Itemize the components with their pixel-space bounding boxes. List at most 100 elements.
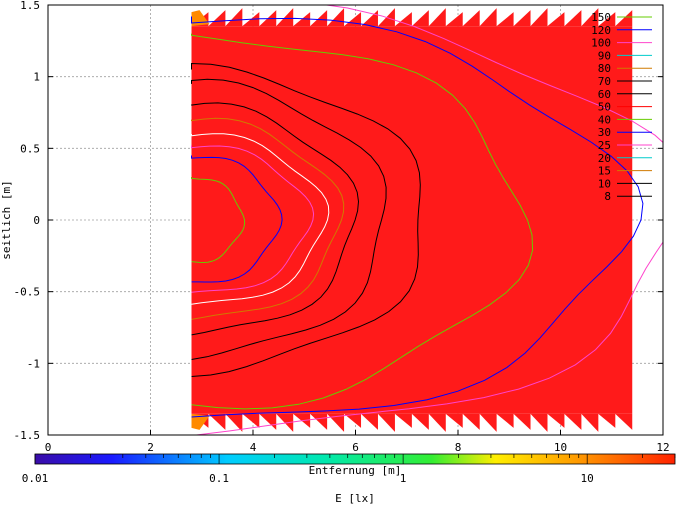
y-tick-label: -1	[27, 357, 40, 370]
field-edge-top	[310, 10, 328, 27]
field-edge-bottom	[581, 413, 599, 432]
y-tick-label: 1	[33, 71, 40, 84]
legend-label: 50	[598, 101, 611, 114]
data-field	[191, 8, 633, 432]
x-tick-label: 2	[147, 441, 154, 454]
contour-line-50	[191, 62, 421, 377]
x-tick-label: 6	[352, 441, 359, 454]
field-edge-bottom	[225, 413, 243, 432]
field-edge-top	[208, 10, 226, 27]
x-tick-label: 4	[250, 441, 257, 454]
field-edge-top	[445, 12, 463, 27]
field-edge-bottom	[547, 413, 565, 428]
field-edge-top	[411, 10, 429, 27]
x-tick-label: 8	[455, 441, 462, 454]
y-tick-label: -0.5	[14, 286, 41, 299]
x-axis-label: Entfernung [m]	[309, 464, 402, 477]
field-edge-bottom	[564, 413, 582, 430]
field-edge-top	[462, 10, 480, 27]
contour-line-100	[191, 145, 315, 293]
field-edge-top	[428, 8, 446, 27]
y-tick-label: 1.5	[20, 0, 40, 12]
field-edge-bottom	[428, 413, 446, 432]
field-edge-top	[327, 8, 345, 27]
field-edge-bottom	[344, 413, 362, 428]
field-edge-bottom	[496, 413, 514, 428]
colorbar-label: E [lx]	[335, 492, 375, 505]
y-axis-label: seitlich [m]	[0, 180, 13, 259]
field-edge-bottom	[394, 413, 412, 428]
contour-line-70	[191, 102, 360, 336]
contour-line-25	[191, 5, 663, 435]
field-edge-top	[394, 12, 412, 27]
legend-label: 60	[598, 88, 611, 101]
field-edge-bottom	[530, 413, 548, 432]
colorbar-tick-label: 10	[581, 472, 594, 485]
legend-label: 30	[598, 126, 611, 139]
field-edge-top	[513, 10, 531, 27]
field-edge-bottom	[361, 413, 378, 430]
y-tick-label: 0.5	[20, 142, 40, 155]
field-edge-top	[581, 8, 599, 27]
legend-label: 100	[591, 37, 611, 50]
x-axis-ticks: 0 2 4 6 8 10 12	[45, 430, 670, 454]
contour-line-120	[191, 155, 283, 283]
legend-label: 40	[598, 113, 611, 126]
colorbar-tick-label: 0.1	[209, 472, 229, 485]
contour-lines	[191, 5, 663, 435]
field-edge-top	[598, 12, 616, 27]
legend-label: 90	[598, 49, 611, 62]
field-edge-bottom	[242, 413, 260, 428]
field-edge-bottom	[462, 413, 480, 430]
contour-line-150	[191, 177, 246, 264]
contour-line-40	[191, 33, 534, 410]
field-edge-bottom	[377, 413, 395, 432]
contour-line-30	[191, 16, 644, 418]
y-axis-ticks: 1.5 1 0.5 0 -0.5 -1 -1.5	[14, 0, 663, 442]
field-edge-top	[564, 10, 582, 27]
contour-line-80	[191, 117, 345, 320]
legend-label: 20	[598, 152, 611, 165]
field-edge-top	[615, 10, 633, 27]
field-edge-bottom	[208, 413, 226, 430]
contour-line-90	[191, 133, 330, 305]
field-edge-top	[530, 8, 548, 27]
field-edge-bottom	[259, 413, 277, 430]
field-edge-top	[276, 8, 294, 27]
field-edge-top	[547, 12, 565, 27]
legend-label: 150	[591, 11, 611, 24]
colorbar-ticks: 0.01 0.1 1 10	[22, 454, 676, 485]
legend-label: 70	[598, 75, 611, 88]
contour-line-60	[191, 78, 387, 360]
x-tick-label: 10	[554, 441, 567, 454]
field-edge-bottom	[411, 413, 429, 430]
field-edge-bottom	[615, 413, 633, 430]
field-edge-bottom	[310, 413, 328, 430]
legend-label: 10	[598, 177, 611, 190]
y-tick-label: 0	[33, 214, 40, 227]
legend-label: 120	[591, 24, 611, 37]
field-edge-bottom	[445, 413, 463, 428]
legend-label: 15	[598, 165, 611, 178]
field-edge-bottom	[513, 413, 531, 430]
field-edge-top	[225, 8, 243, 27]
field-body	[191, 26, 633, 414]
legend-label: 8	[604, 190, 611, 203]
field-edge-bottom	[598, 413, 616, 428]
colorbar-tick-label: 1	[400, 472, 407, 485]
field-edge-top	[293, 12, 311, 27]
legend-label: 80	[598, 62, 611, 75]
field-edge-top	[259, 10, 277, 27]
field-edge-bottom	[327, 413, 345, 432]
y-tick-label: -1.5	[14, 429, 41, 442]
field-edge-top	[361, 10, 378, 27]
colorbar-tick-label: 0.01	[22, 472, 49, 485]
field-edge-top	[496, 12, 514, 27]
field-edge-top	[242, 12, 260, 27]
field-corner-bottom	[191, 413, 210, 430]
field-edge-top	[479, 8, 497, 27]
x-tick-label: 0	[45, 441, 52, 454]
legend-label: 25	[598, 139, 611, 152]
